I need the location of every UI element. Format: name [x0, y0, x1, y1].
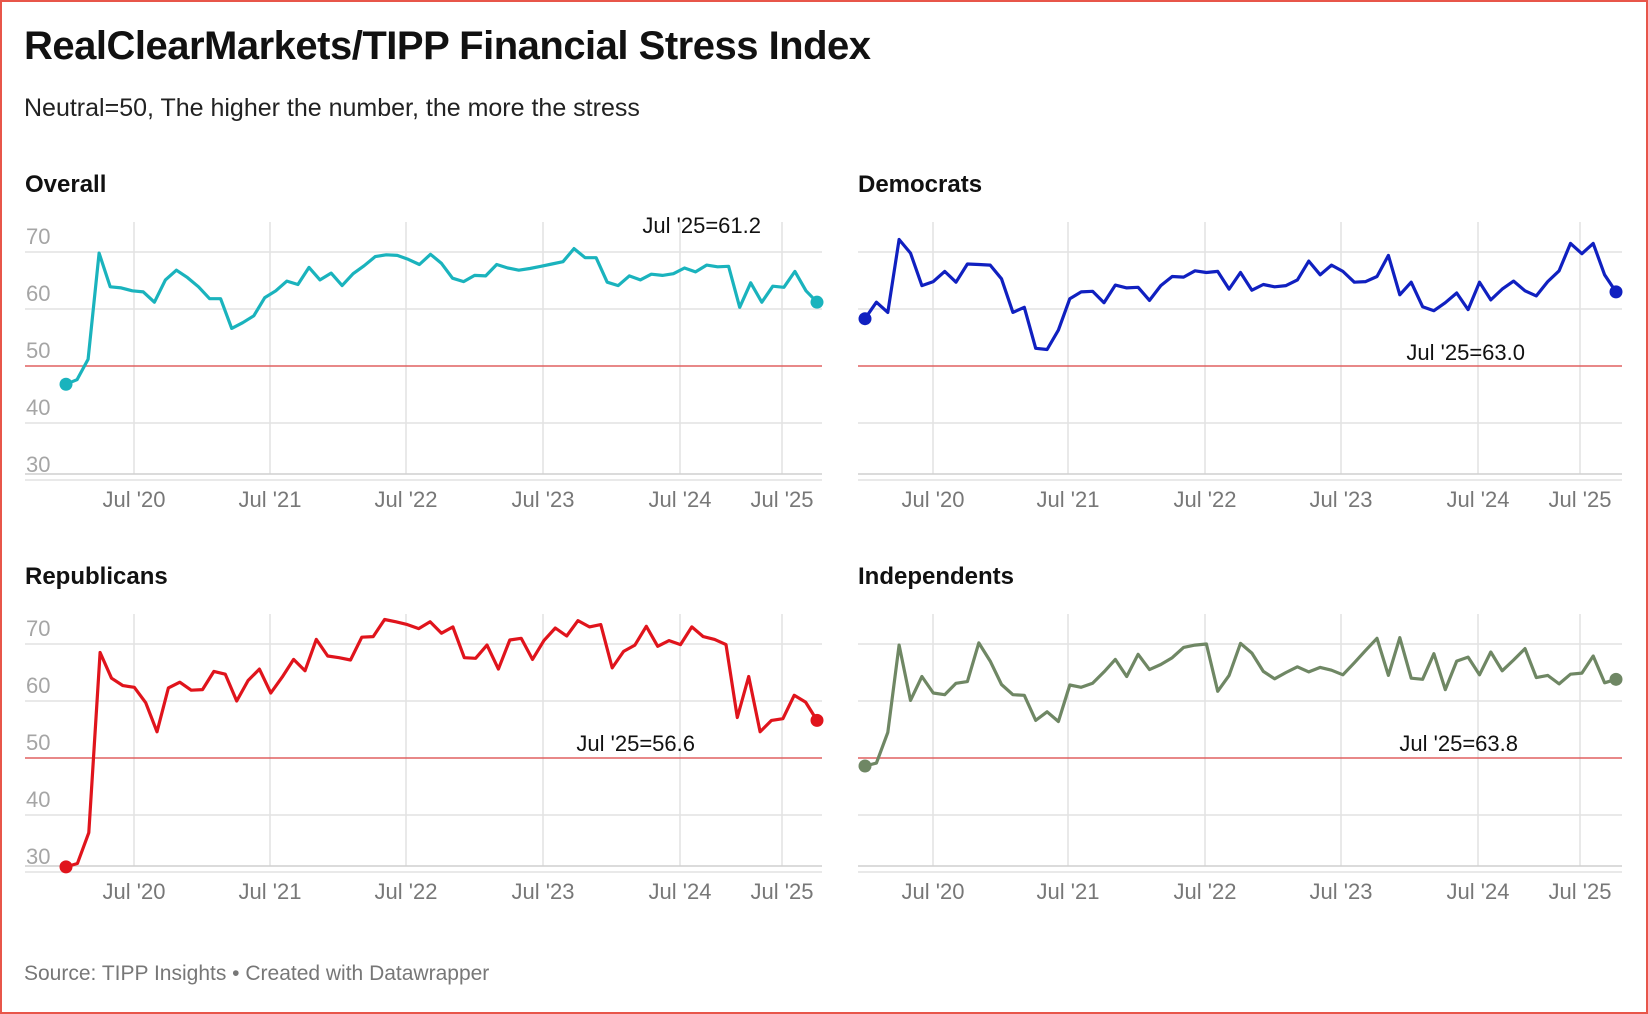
- y-tick-label: 30: [26, 844, 50, 869]
- panel-democrats: Democrats Jul '20 Jul '21 Jul '22 Jul '23 Jul…: [858, 171, 1623, 512]
- x-tick-label: Jul '25: [751, 879, 814, 904]
- x-tick-label: Jul '22: [1174, 487, 1237, 512]
- series-line: [863, 237, 1618, 352]
- panel-title: Independents: [858, 563, 1014, 590]
- y-tick-label: 70: [26, 616, 50, 641]
- y-tick-label: 60: [26, 673, 50, 698]
- x-tick-label: Jul '22: [1174, 879, 1237, 904]
- x-tick-label: Jul '20: [902, 487, 965, 512]
- panel-overall: Overall 30 40 50 60 70 Jul '20 Jul '21 Jul '22 Ju…: [25, 171, 824, 512]
- x-tick-label: Jul '21: [239, 487, 302, 512]
- end-point: [810, 295, 824, 309]
- x-tick-label: Jul '25: [1549, 879, 1612, 904]
- latest-value-annotation: Jul '25=63.0: [1406, 340, 1525, 365]
- chart-title: RealClearMarkets/TIPP Financial Stress I…: [24, 24, 871, 68]
- source-footer: Source: TIPP Insights • Created with Dat…: [24, 962, 490, 985]
- x-tick-label: Jul '23: [512, 879, 575, 904]
- x-tick-label: Jul '22: [375, 487, 438, 512]
- y-tick-label: 50: [26, 730, 50, 755]
- y-tick-label: 60: [26, 281, 50, 306]
- x-tick-label: Jul '23: [1310, 487, 1373, 512]
- series-line: [64, 617, 819, 869]
- latest-value-annotation: Jul '25=61.2: [642, 213, 761, 238]
- y-tick-label: 40: [26, 395, 50, 420]
- panel-republicans: Republicans 30 40 50 60 70 Jul '20 Jul '21 Jul '…: [25, 563, 824, 904]
- chart-subtitle: Neutral=50, The higher the number, the m…: [24, 94, 640, 122]
- start-point: [858, 312, 872, 326]
- series-line: [863, 636, 1618, 768]
- x-tick-label: Jul '21: [1037, 879, 1100, 904]
- x-tick-label: Jul '21: [1037, 487, 1100, 512]
- panel-title: Overall: [25, 171, 106, 198]
- panel-independents: Independents Jul '20 Jul '21 Jul '22 Jul '23…: [858, 563, 1623, 904]
- x-tick-label: Jul '22: [375, 879, 438, 904]
- x-tick-label: Jul '23: [1310, 879, 1373, 904]
- latest-value-annotation: Jul '25=56.6: [576, 731, 695, 756]
- end-point: [1609, 285, 1623, 299]
- x-tick-label: Jul '24: [1447, 487, 1510, 512]
- x-tick-label: Jul '24: [649, 487, 712, 512]
- start-point: [59, 377, 73, 391]
- y-tick-label: 40: [26, 787, 50, 812]
- x-tick-label: Jul '25: [751, 487, 814, 512]
- x-tick-label: Jul '25: [1549, 487, 1612, 512]
- start-point: [59, 860, 73, 874]
- panel-title: Republicans: [25, 563, 168, 590]
- x-tick-label: Jul '24: [1447, 879, 1510, 904]
- x-tick-label: Jul '20: [103, 487, 166, 512]
- y-tick-label: 70: [26, 224, 50, 249]
- x-tick-label: Jul '23: [512, 487, 575, 512]
- end-point: [810, 713, 824, 727]
- x-tick-label: Jul '21: [239, 879, 302, 904]
- series-line: [64, 247, 819, 386]
- y-tick-label: 30: [26, 452, 50, 477]
- y-tick-label: 50: [26, 338, 50, 363]
- x-tick-label: Jul '20: [103, 879, 166, 904]
- x-tick-label: Jul '24: [649, 879, 712, 904]
- panel-title: Democrats: [858, 171, 982, 198]
- x-tick-label: Jul '20: [902, 879, 965, 904]
- end-point: [1609, 672, 1623, 686]
- latest-value-annotation: Jul '25=63.8: [1399, 731, 1518, 756]
- start-point: [858, 759, 872, 773]
